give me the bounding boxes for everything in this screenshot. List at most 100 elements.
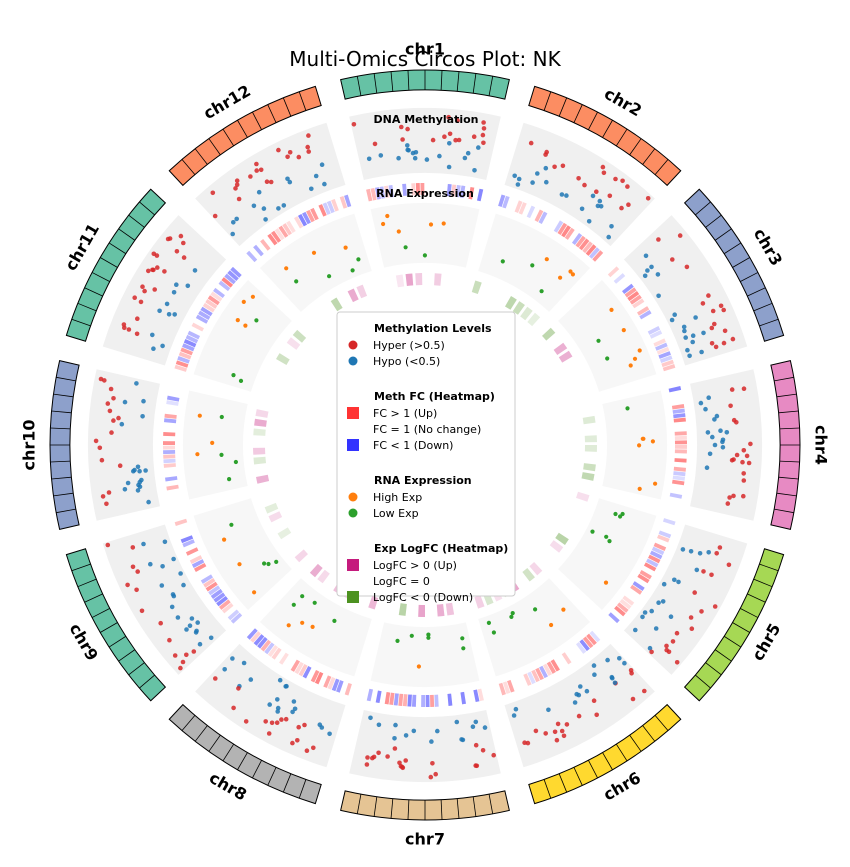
meth-fc-cell xyxy=(514,200,523,213)
methylation-point xyxy=(552,729,558,735)
exp-logfc-cell xyxy=(527,312,541,327)
methylation-point xyxy=(268,179,274,185)
methylation-point xyxy=(169,604,175,610)
expression-point xyxy=(570,272,576,277)
methylation-point xyxy=(612,680,618,686)
data-tracks xyxy=(88,108,762,782)
expression-point xyxy=(549,622,554,628)
ideogram-tick xyxy=(747,593,766,603)
legend-item-label: Hypo (<0.5) xyxy=(373,355,440,368)
methylation-track-bg xyxy=(504,643,655,768)
legend: Methylation Levels Hyper (>0.5) Hypo (<0.5… xyxy=(336,311,516,604)
ideogram-tick xyxy=(373,796,378,817)
meth-fc-cell xyxy=(575,235,586,248)
methylation-point xyxy=(267,702,273,707)
expression-point xyxy=(561,607,566,612)
ideogram-chr6 xyxy=(528,703,682,805)
ideogram-tick xyxy=(774,508,794,514)
methylation-point xyxy=(642,610,648,615)
meth-fc-cell xyxy=(627,291,640,302)
ideogram-tick xyxy=(208,734,221,752)
ideogram-tick xyxy=(56,376,76,382)
methylation-point xyxy=(620,178,625,184)
methylation-point xyxy=(231,705,236,711)
legend-swatch xyxy=(347,407,359,419)
meth-fc-cell xyxy=(282,223,292,236)
meth-fc-cell xyxy=(672,408,685,414)
meth-fc-cell xyxy=(163,454,176,459)
expression-point xyxy=(590,529,595,534)
meth-fc-cell xyxy=(643,562,657,572)
methylation-point xyxy=(609,224,614,229)
methylation-point xyxy=(645,196,651,201)
methylation-point xyxy=(674,630,680,636)
legend-box xyxy=(336,311,516,597)
meth-fc-cell xyxy=(434,694,439,707)
expression-point xyxy=(262,561,267,566)
methylation-point xyxy=(111,396,116,401)
meth-fc-cell xyxy=(421,694,425,707)
meth-fc-cell xyxy=(290,659,300,672)
ideogram-tick xyxy=(53,393,74,398)
meth-fc-cell xyxy=(174,364,188,372)
methylation-point xyxy=(266,731,272,736)
legend-item-label: LogFC > 0 (Up) xyxy=(373,559,457,572)
meth-fc-cell xyxy=(632,298,645,309)
methylation-point xyxy=(626,202,631,207)
meth-fc-cell xyxy=(477,688,484,702)
expression-point xyxy=(254,318,259,323)
ideogram-tick xyxy=(723,635,742,648)
methylation-point xyxy=(694,567,700,573)
methylation-point xyxy=(277,677,283,683)
meth-fc-cell xyxy=(673,466,686,472)
exp-logfc-cell xyxy=(583,463,596,472)
ideogram-tick xyxy=(100,257,118,268)
methylation-point xyxy=(718,428,723,434)
exp-logfc-cell xyxy=(529,562,543,576)
meth-fc-cell xyxy=(415,183,420,196)
methylation-point xyxy=(645,268,650,273)
methylation-point xyxy=(141,541,146,547)
methylation-point xyxy=(181,582,186,588)
expression-point xyxy=(596,338,601,343)
methylation-point xyxy=(234,216,239,222)
meth-fc-cell xyxy=(218,280,231,292)
expression-point xyxy=(530,263,535,268)
ideogram-chr3 xyxy=(683,188,785,342)
methylation-point xyxy=(442,134,447,139)
expression-point xyxy=(229,522,234,527)
ideogram-chr11 xyxy=(65,188,167,342)
expression-point xyxy=(621,328,626,333)
ideogram-chr2 xyxy=(528,85,682,187)
methylation-point xyxy=(167,236,173,241)
legend-swatch xyxy=(347,591,359,603)
methylation-point xyxy=(319,162,325,167)
expression-point xyxy=(252,590,257,595)
chr-label-chr2: chr2 xyxy=(601,84,645,120)
expression-point xyxy=(343,245,348,250)
methylation-point xyxy=(693,315,698,320)
methylation-point xyxy=(403,733,409,738)
chr-label-chr10: chr10 xyxy=(20,419,39,470)
methylation-point xyxy=(233,186,238,191)
legend-heading: Methylation Levels xyxy=(374,322,492,335)
meth-fc-cell xyxy=(370,187,377,201)
meth-fc-cell xyxy=(673,413,686,419)
meth-fc-cell xyxy=(526,205,536,219)
methylation-point xyxy=(706,550,711,555)
methylation-point xyxy=(429,739,434,744)
methylation-point xyxy=(717,545,723,550)
meth-fc-cell xyxy=(260,238,271,251)
expression-point xyxy=(441,221,446,226)
methylation-point xyxy=(192,268,198,273)
meth-fc-cell xyxy=(668,386,682,393)
methylation-point xyxy=(559,728,565,734)
ideogram-tick xyxy=(573,767,583,786)
exp-logfc-cell xyxy=(405,273,414,287)
legend-heading: RNA Expression xyxy=(374,474,472,487)
methylation-point xyxy=(710,434,715,440)
exp-logfc-cell xyxy=(522,568,535,582)
meth-fc-cell xyxy=(195,314,209,324)
ideogram-tick xyxy=(488,76,494,96)
expression-point xyxy=(235,318,240,323)
